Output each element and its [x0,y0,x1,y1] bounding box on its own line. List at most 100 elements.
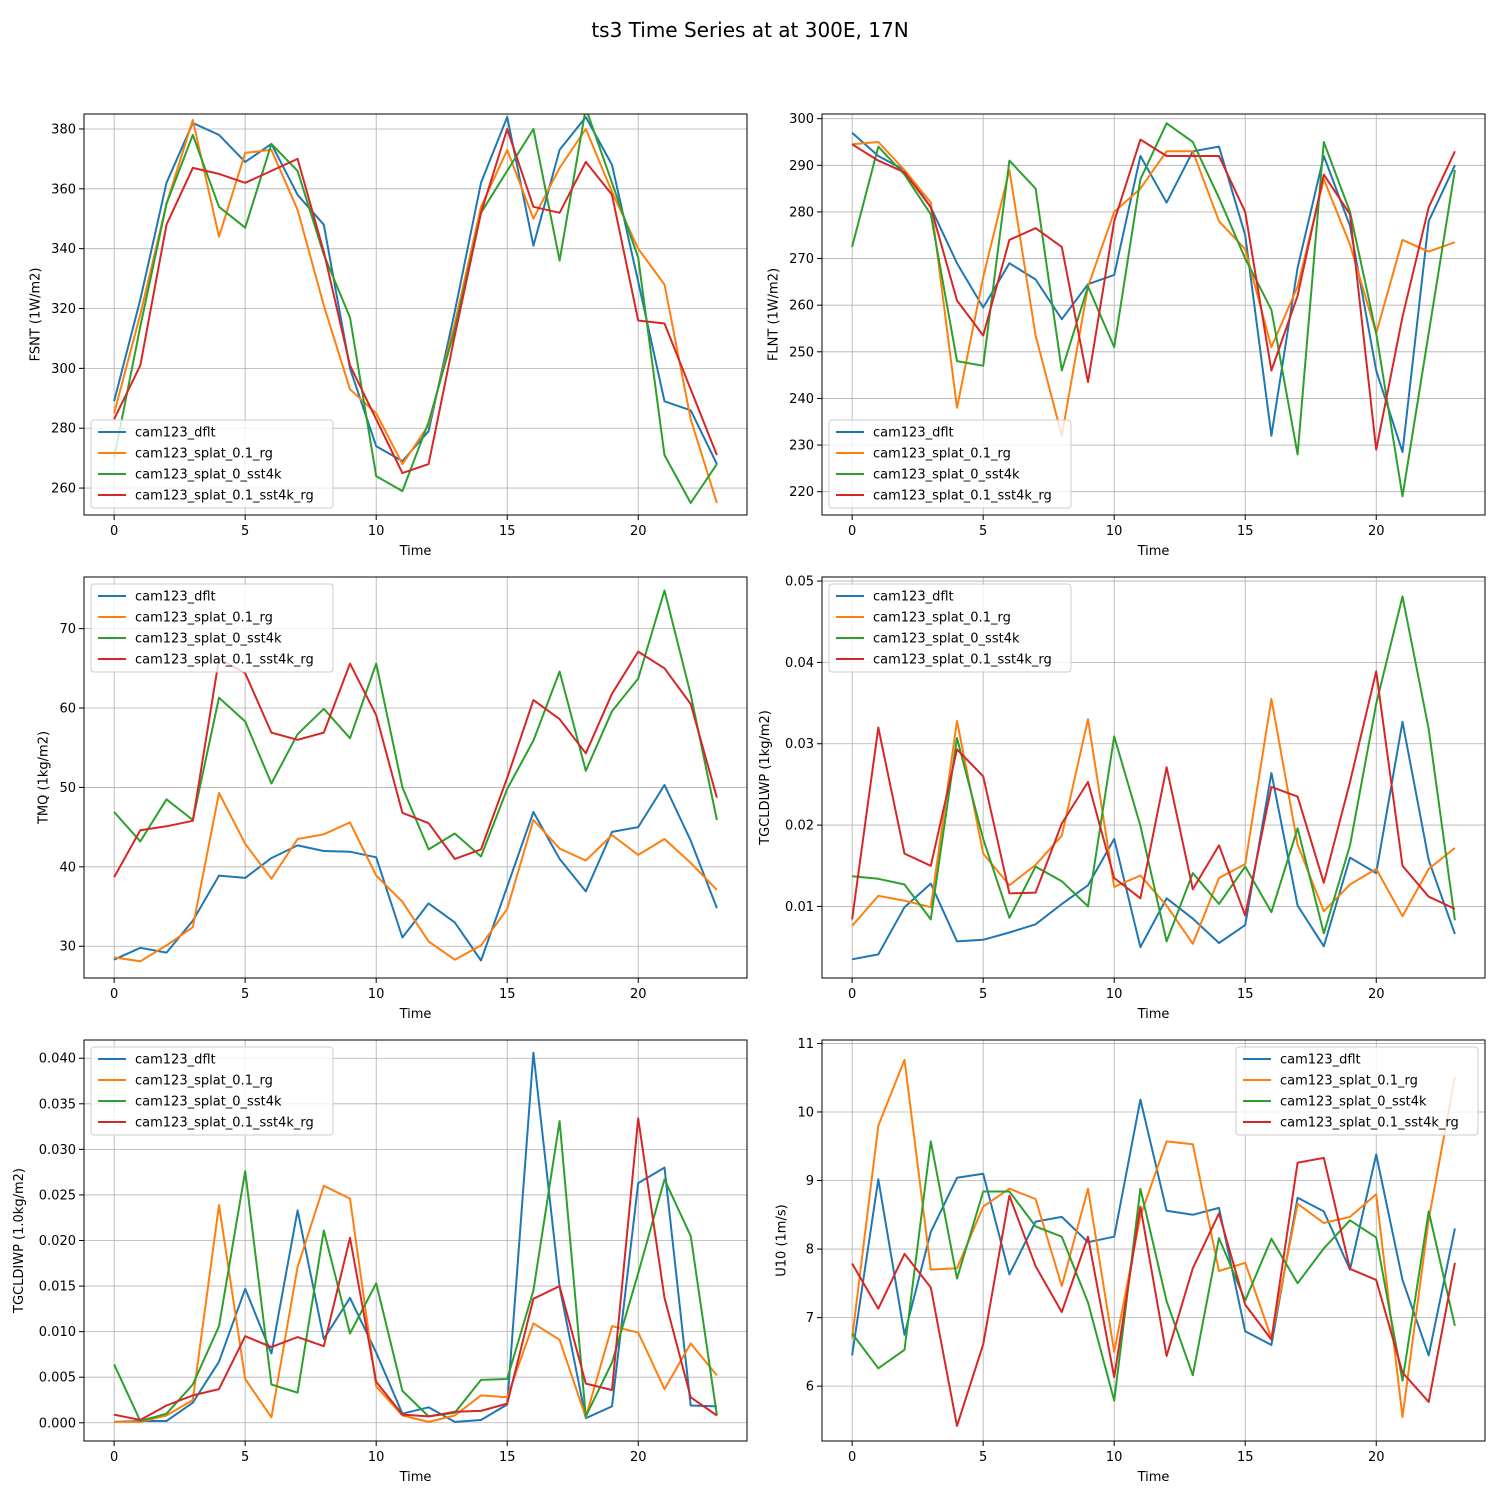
y-tick-label: 300 [51,362,76,377]
y-tick-label: 9 [806,1174,814,1189]
legend-label-cam123-dflt: cam123_dflt [873,590,954,605]
subplot-3: 0 5 10 15 20 Time 30 40 50 60 70 TMQ (1kg/m2) cam123… [37,576,748,1022]
y-axis-label: FSNT (1W/m2) [28,268,43,362]
series-line-cam123-splat-0-sst4k [113,114,718,504]
legend-label-cam123-splat-0-1-rg: cam123_splat_0.1_rg [873,611,1011,626]
y-tick-label: 0.020 [39,1234,76,1249]
x-tick-label: 0 [848,987,856,1002]
x-tick-label: 10 [1106,987,1123,1002]
y-tick-label: 0.010 [39,1325,76,1340]
x-axis: 0 5 10 15 20 [110,515,647,539]
x-axis: 0 5 10 15 20 [848,1441,1385,1465]
y-tick-label: 280 [51,422,76,437]
y-tick-label: 0.025 [39,1188,76,1203]
y-tick-label: 70 [59,622,76,637]
x-tick-label: 15 [499,524,516,539]
x-tick-label: 20 [630,987,647,1002]
legend-label-cam123-splat-0-1-rg: cam123_splat_0.1_rg [1280,1074,1418,1089]
series-line-cam123-dflt [113,784,718,962]
series-line-cam123-splat-0-1-sst4k-rg [113,1117,718,1421]
legend-label-cam123-dflt: cam123_dflt [135,1053,216,1068]
y-tick-label: 260 [789,299,814,314]
legend: cam123_dflt cam123_splat_0.1_rg cam123_spl… [90,419,334,509]
legend-label-cam123-splat-0-1-sst4k-rg: cam123_splat_0.1_sst4k_rg [135,489,314,504]
series-lines [851,122,1456,498]
legend-label-cam123-splat-0-1-rg: cam123_splat_0.1_rg [135,611,273,626]
y-tick-label: 7 [806,1311,814,1326]
x-axis-label: Time [1137,544,1170,559]
x-axis-label: Time [399,1470,432,1485]
x-tick-label: 10 [1106,1450,1123,1465]
y-tick-label: 0.02 [785,819,814,834]
series-lines [113,589,718,963]
y-tick-label: 290 [789,159,814,174]
y-tick-label: 0.035 [39,1097,76,1112]
x-axis: 0 5 10 15 20 [110,978,647,1002]
series-line-cam123-splat-0-sst4k [113,1120,718,1422]
y-tick-label: 340 [51,242,76,257]
y-axis: 0.000 0.005 0.010 0.015 0.020 0.025 0.030 0.035… [39,1052,84,1431]
legend-label-cam123-splat-0-sst4k: cam123_splat_0_sst4k [135,632,282,647]
y-axis: 30 40 50 60 70 [59,622,84,955]
series-line-cam123-splat-0-1-rg [114,1184,718,1423]
y-tick-label: 0.030 [39,1143,76,1158]
series-line-cam123-splat-0-1-sst4k-rg [851,670,1456,920]
legend-label-cam123-dflt: cam123_dflt [135,426,216,441]
legend: cam123_dflt cam123_splat_0.1_rg cam123_spl… [828,419,1072,509]
subplot-2: 0 5 10 15 20 Time 220 230 240 250 260 270 280 290 300 F… [766,112,1486,559]
series-line-cam123-splat-0-1-rg [851,1058,1456,1418]
y-axis-label: FLNT (1W/m2) [766,268,781,361]
legend-frame [90,419,334,509]
series-lines [113,1051,718,1423]
legend-label-cam123-splat-0-sst4k: cam123_splat_0_sst4k [135,468,282,483]
x-tick-label: 0 [110,524,118,539]
y-tick-label: 11 [797,1037,814,1052]
legend-label-cam123-splat-0-sst4k: cam123_splat_0_sst4k [873,468,1020,483]
y-tick-label: 320 [51,302,76,317]
series-line-cam123-dflt [851,1098,1456,1357]
axes-frame [83,576,748,979]
x-axis-label: Time [1137,1470,1170,1485]
series-line-cam123-splat-0-1-sst4k-rg [851,1156,1456,1427]
series-line-cam123-splat-0-sst4k [851,1140,1456,1402]
series-line-cam123-splat-0-1-rg [113,119,718,504]
x-axis-label: Time [399,544,432,559]
x-axis: 0 5 10 15 20 [848,515,1385,539]
y-tick-label: 270 [789,252,814,267]
legend-label-cam123-splat-0-1-sst4k-rg: cam123_splat_0.1_sst4k_rg [135,1116,314,1131]
x-tick-label: 5 [241,987,249,1002]
y-tick-label: 10 [797,1105,814,1120]
legend-label-cam123-splat-0-sst4k: cam123_splat_0_sst4k [1280,1095,1427,1110]
y-tick-label: 300 [789,112,814,127]
legend-frame [90,1046,334,1136]
axes-frame [83,113,748,516]
legend-label-cam123-dflt: cam123_dflt [1280,1053,1361,1068]
y-tick-label: 230 [789,439,814,454]
x-tick-label: 0 [110,987,118,1002]
legend: cam123_dflt cam123_splat_0.1_rg cam123_spl… [90,1046,334,1136]
x-axis: 0 5 10 15 20 [848,978,1385,1002]
legend-label-cam123-splat-0-1-sst4k-rg: cam123_splat_0.1_sst4k_rg [135,653,314,668]
y-tick-label: 30 [59,940,76,955]
y-tick-label: 0.015 [39,1280,76,1295]
x-tick-label: 15 [499,987,516,1002]
legend-label-cam123-dflt: cam123_dflt [873,426,954,441]
x-tick-label: 0 [848,1450,856,1465]
y-tick-label: 8 [806,1243,814,1258]
x-axis-label: Time [1137,1007,1170,1022]
y-tick-label: 0.03 [785,737,814,752]
y-tick-label: 50 [59,781,76,796]
y-tick-label: 280 [789,205,814,220]
subplot-6: 0 5 10 15 20 Time 6 7 8 9 10 11 U10 (1m/s) cam123_dfl… [775,1037,1486,1485]
x-axis: 0 5 10 15 20 [110,1441,647,1465]
x-tick-label: 0 [848,524,856,539]
y-axis-label: TGCLDIWP (1.0kg/m2) [12,1168,27,1314]
x-axis-label: Time [399,1007,432,1022]
y-tick-label: 0.05 [785,575,814,590]
y-tick-label: 0.000 [39,1416,76,1431]
y-tick-label: 380 [51,122,76,137]
y-tick-label: 250 [789,345,814,360]
x-tick-label: 20 [1368,987,1385,1002]
axes-frame [821,1039,1486,1442]
